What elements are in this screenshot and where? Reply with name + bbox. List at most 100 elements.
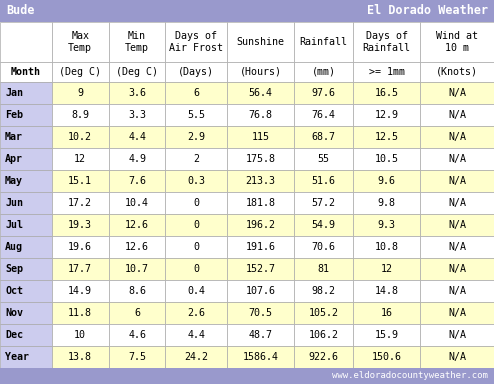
Bar [353, 126, 420, 148]
Bar [294, 22, 353, 62]
Text: 98.2: 98.2 [312, 286, 335, 296]
Text: 922.6: 922.6 [309, 352, 338, 362]
Text: Apr: Apr [5, 154, 23, 164]
Bar [353, 324, 420, 346]
Text: 19.3: 19.3 [68, 220, 92, 230]
Text: 7.5: 7.5 [128, 352, 146, 362]
Bar [0, 258, 52, 280]
Bar [0, 346, 52, 368]
Bar [227, 82, 294, 104]
Text: 2: 2 [193, 154, 200, 164]
Text: Oct: Oct [5, 286, 23, 296]
Text: 3.3: 3.3 [128, 110, 146, 120]
Text: N/A: N/A [448, 352, 466, 362]
Bar [294, 192, 353, 214]
Text: 8.9: 8.9 [71, 110, 89, 120]
Bar [227, 346, 294, 368]
Text: (Hours): (Hours) [240, 67, 282, 77]
Bar [420, 280, 494, 302]
Bar [165, 170, 227, 192]
Bar [0, 0, 494, 22]
Text: 152.7: 152.7 [246, 264, 276, 274]
Text: 10.5: 10.5 [374, 154, 399, 164]
Bar [52, 324, 109, 346]
Text: 19.6: 19.6 [68, 242, 92, 252]
Bar [420, 236, 494, 258]
Text: 12: 12 [380, 264, 393, 274]
Bar [353, 346, 420, 368]
Text: 175.8: 175.8 [246, 154, 276, 164]
Bar [227, 236, 294, 258]
Bar [109, 148, 165, 170]
Bar [294, 148, 353, 170]
Text: 181.8: 181.8 [246, 198, 276, 208]
Bar [353, 280, 420, 302]
Text: N/A: N/A [448, 308, 466, 318]
Text: Sep: Sep [5, 264, 23, 274]
Bar [109, 82, 165, 104]
Text: N/A: N/A [448, 176, 466, 186]
Text: 191.6: 191.6 [246, 242, 276, 252]
Text: 10: 10 [74, 330, 86, 340]
Bar [109, 302, 165, 324]
Bar [0, 170, 52, 192]
Bar [109, 324, 165, 346]
Bar [353, 104, 420, 126]
Bar [165, 324, 227, 346]
Bar [52, 236, 109, 258]
Bar [227, 280, 294, 302]
Bar [52, 62, 109, 82]
Bar [165, 258, 227, 280]
Text: 107.6: 107.6 [246, 286, 276, 296]
Bar [353, 192, 420, 214]
Text: 15.9: 15.9 [374, 330, 399, 340]
Bar [52, 148, 109, 170]
Text: (mm): (mm) [312, 67, 335, 77]
Bar [353, 82, 420, 104]
Bar [109, 170, 165, 192]
Text: Dec: Dec [5, 330, 23, 340]
Bar [294, 214, 353, 236]
Bar [420, 104, 494, 126]
Text: 15.1: 15.1 [68, 176, 92, 186]
Bar [165, 62, 227, 82]
Bar [52, 214, 109, 236]
Bar [165, 214, 227, 236]
Bar [0, 126, 52, 148]
Text: 76.4: 76.4 [312, 110, 335, 120]
Text: 57.2: 57.2 [312, 198, 335, 208]
Text: N/A: N/A [448, 242, 466, 252]
Bar [294, 126, 353, 148]
Bar [353, 170, 420, 192]
Text: Min
Temp: Min Temp [125, 31, 149, 53]
Text: 10.4: 10.4 [125, 198, 149, 208]
Text: 68.7: 68.7 [312, 132, 335, 142]
Bar [420, 22, 494, 62]
Bar [294, 346, 353, 368]
Text: N/A: N/A [448, 88, 466, 98]
Text: 105.2: 105.2 [309, 308, 338, 318]
Text: Nov: Nov [5, 308, 23, 318]
Bar [109, 126, 165, 148]
Bar [165, 22, 227, 62]
Text: Wind at
10 m: Wind at 10 m [436, 31, 478, 53]
Text: 5.5: 5.5 [187, 110, 206, 120]
Text: 70.5: 70.5 [248, 308, 273, 318]
Text: 4.4: 4.4 [128, 132, 146, 142]
Text: Rainfall: Rainfall [299, 37, 348, 47]
Bar [227, 170, 294, 192]
Text: 8.6: 8.6 [128, 286, 146, 296]
Bar [420, 346, 494, 368]
Text: 3.6: 3.6 [128, 88, 146, 98]
Bar [294, 258, 353, 280]
Bar [227, 148, 294, 170]
Text: Days of
Rainfall: Days of Rainfall [363, 31, 411, 53]
Bar [165, 104, 227, 126]
Bar [165, 346, 227, 368]
Bar [52, 82, 109, 104]
Bar [109, 258, 165, 280]
Bar [353, 302, 420, 324]
Bar [165, 148, 227, 170]
Bar [353, 148, 420, 170]
Text: >= 1mm: >= 1mm [369, 67, 405, 77]
